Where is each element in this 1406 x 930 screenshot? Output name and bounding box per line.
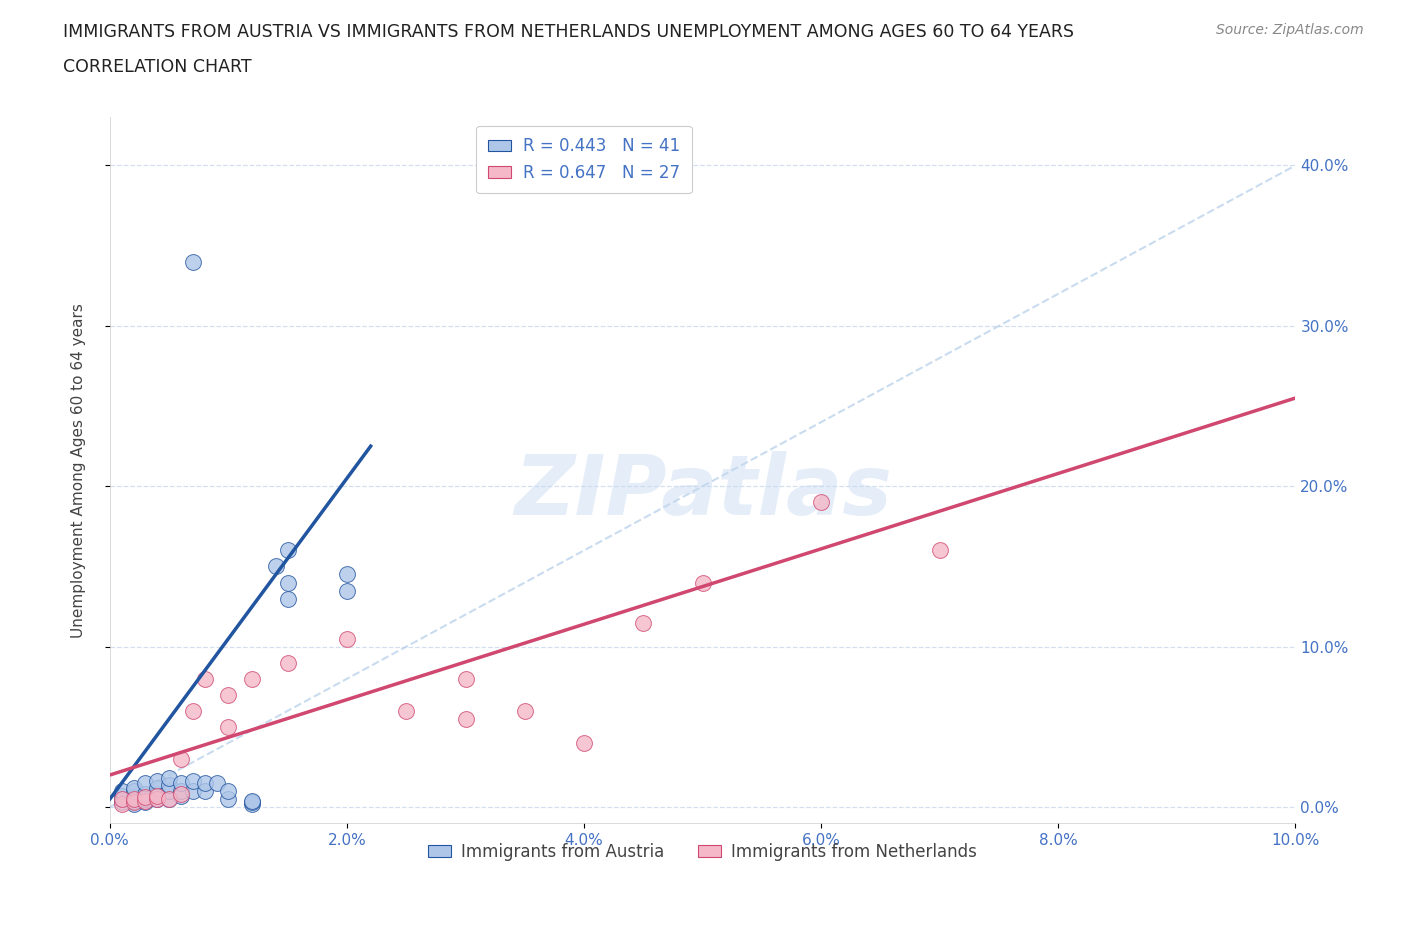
Point — [157, 771, 180, 786]
Point — [240, 793, 263, 808]
Point — [692, 575, 714, 590]
Point — [134, 793, 156, 808]
Point — [194, 671, 217, 686]
Point — [122, 795, 145, 810]
Legend: Immigrants from Austria, Immigrants from Netherlands: Immigrants from Austria, Immigrants from… — [422, 836, 984, 868]
Point — [122, 791, 145, 806]
Point — [111, 796, 134, 811]
Point — [810, 495, 832, 510]
Point — [277, 543, 299, 558]
Text: CORRELATION CHART: CORRELATION CHART — [63, 58, 252, 75]
Point — [111, 795, 134, 810]
Point — [395, 703, 418, 718]
Point — [454, 671, 477, 686]
Point — [157, 791, 180, 806]
Text: ZIPatlas: ZIPatlas — [513, 451, 891, 532]
Point — [146, 787, 169, 802]
Point — [336, 567, 359, 582]
Point — [181, 703, 204, 718]
Point — [205, 776, 228, 790]
Point — [181, 774, 204, 789]
Point — [111, 784, 134, 799]
Point — [513, 703, 536, 718]
Point — [181, 784, 204, 799]
Point — [277, 656, 299, 671]
Point — [157, 784, 180, 799]
Point — [194, 776, 217, 790]
Point — [928, 543, 950, 558]
Point — [134, 787, 156, 802]
Point — [146, 789, 169, 804]
Point — [157, 777, 180, 792]
Point — [111, 791, 134, 806]
Point — [146, 780, 169, 795]
Point — [134, 791, 156, 806]
Point — [146, 791, 169, 806]
Point — [122, 784, 145, 799]
Text: Source: ZipAtlas.com: Source: ZipAtlas.com — [1216, 23, 1364, 37]
Point — [277, 591, 299, 606]
Point — [170, 789, 193, 804]
Point — [122, 790, 145, 804]
Text: IMMIGRANTS FROM AUSTRIA VS IMMIGRANTS FROM NETHERLANDS UNEMPLOYMENT AMONG AGES 6: IMMIGRANTS FROM AUSTRIA VS IMMIGRANTS FR… — [63, 23, 1074, 41]
Point — [194, 784, 217, 799]
Point — [240, 796, 263, 811]
Point — [454, 711, 477, 726]
Point — [217, 791, 239, 806]
Point — [146, 791, 169, 806]
Point — [240, 671, 263, 686]
Point — [146, 774, 169, 789]
Point — [122, 780, 145, 795]
Point — [633, 615, 655, 630]
Point — [170, 751, 193, 766]
Point — [277, 575, 299, 590]
Point — [217, 720, 239, 735]
Point — [217, 784, 239, 799]
Point — [134, 790, 156, 804]
Point — [170, 776, 193, 790]
Y-axis label: Unemployment Among Ages 60 to 64 years: Unemployment Among Ages 60 to 64 years — [72, 303, 86, 638]
Point — [336, 631, 359, 646]
Point — [240, 795, 263, 810]
Point — [122, 796, 145, 811]
Point — [572, 736, 595, 751]
Point — [181, 254, 204, 269]
Point — [134, 776, 156, 790]
Point — [111, 791, 134, 806]
Point — [170, 784, 193, 799]
Point — [264, 559, 287, 574]
Point — [170, 787, 193, 802]
Point — [157, 791, 180, 806]
Point — [111, 789, 134, 804]
Point — [122, 793, 145, 808]
Point — [134, 795, 156, 810]
Point — [336, 583, 359, 598]
Point — [217, 687, 239, 702]
